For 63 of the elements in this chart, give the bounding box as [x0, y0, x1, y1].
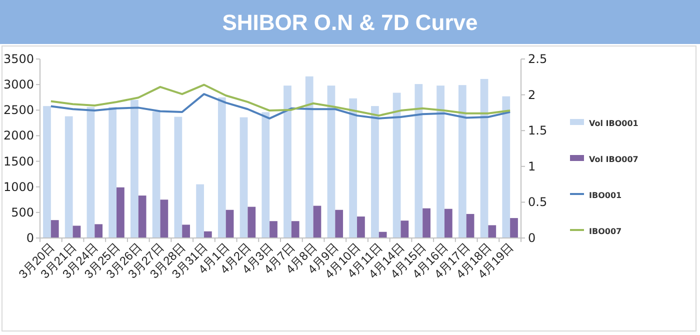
- bar: [392, 92, 401, 238]
- bar: [378, 232, 387, 238]
- y-tick-label: 500: [11, 205, 34, 220]
- bar: [218, 97, 226, 238]
- legend-label: Vol IBO007: [589, 155, 638, 164]
- bar: [94, 224, 103, 238]
- bar: [305, 76, 314, 238]
- legend-label: IBO001: [589, 191, 622, 200]
- bar: [284, 86, 292, 238]
- y-tick-label: 2000: [3, 128, 34, 143]
- legend-label: Vol IBO001: [589, 119, 639, 128]
- bar: [116, 187, 124, 238]
- bar: [138, 196, 146, 238]
- y-tick-label: 1000: [3, 180, 34, 194]
- bar: [50, 220, 59, 238]
- bar: [422, 208, 430, 238]
- bar: [248, 206, 256, 238]
- y-tick-label: 2500: [3, 103, 34, 118]
- bar: [357, 216, 365, 238]
- bar: [108, 107, 117, 238]
- bar: [414, 84, 423, 238]
- bar: [43, 106, 51, 238]
- y-tick-label: 3000: [3, 78, 34, 92]
- bar: [226, 210, 234, 238]
- bar: [436, 86, 444, 238]
- bar: [488, 225, 496, 238]
- bar: [152, 112, 160, 238]
- bar: [349, 98, 358, 238]
- bar: [291, 221, 300, 238]
- chart-title: SHIBOR O.N & 7D Curve: [222, 10, 478, 35]
- bar: [160, 200, 168, 238]
- bar: [313, 206, 322, 238]
- bar: [371, 106, 379, 238]
- bar: [502, 96, 510, 238]
- bar: [182, 224, 190, 238]
- bar: [400, 220, 409, 238]
- y-tick-label: 3500: [3, 52, 34, 66]
- bar: [240, 117, 248, 238]
- bar: [64, 116, 73, 238]
- bar: [327, 86, 336, 238]
- y2-tick-label: 2.5: [528, 52, 548, 66]
- y2-tick-label: 0.5: [528, 195, 548, 210]
- bar: [444, 208, 452, 238]
- bar: [262, 112, 270, 238]
- y-tick-label: 1500: [3, 154, 34, 168]
- bar: [510, 218, 518, 238]
- y2-tick-label: 2: [528, 88, 536, 102]
- bar: [458, 85, 466, 238]
- y-tick-label: 0: [26, 231, 34, 245]
- bar: [204, 231, 212, 238]
- bar: [466, 214, 474, 238]
- bar: [86, 107, 95, 238]
- y2-tick-label: 1: [528, 159, 536, 174]
- bar: [174, 116, 182, 238]
- y2-tick-label: 1.5: [528, 124, 548, 138]
- y2-tick-label: 0: [528, 231, 536, 245]
- bar: [270, 221, 278, 238]
- bar: [335, 210, 344, 238]
- bar: [196, 184, 204, 238]
- bar: [480, 78, 488, 238]
- bar: [130, 100, 138, 238]
- legend-label: IBO007: [589, 227, 622, 236]
- bar: [72, 226, 81, 238]
